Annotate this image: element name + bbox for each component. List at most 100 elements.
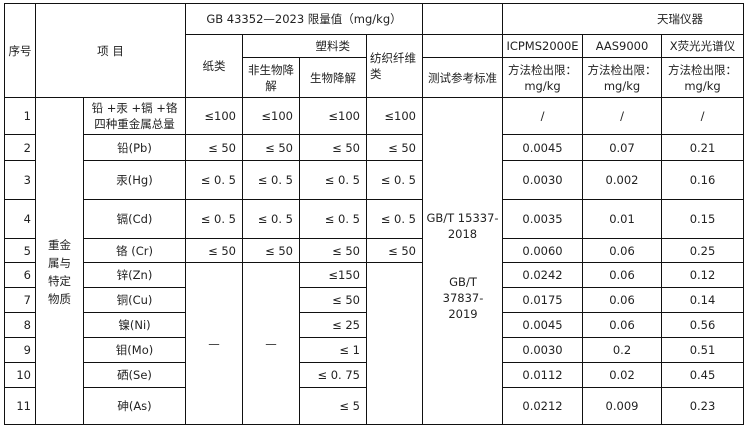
- aas-limit: 0.06: [582, 312, 662, 338]
- row-number: 5: [4, 238, 36, 263]
- aas-limit: 0.06: [582, 238, 662, 263]
- xrf-limit: 0.15: [661, 199, 744, 239]
- xrf-limit: 0.45: [661, 362, 744, 388]
- header-instrument-aas: AAS9000: [582, 34, 662, 58]
- aas-limit: 0.06: [582, 262, 662, 288]
- table-row: 8 镍(Ni) ≤ 25 0.0045 0.06 0.56: [4, 312, 744, 338]
- xrf-limit: 0.16: [661, 160, 744, 200]
- limit-bio: ≤100: [299, 97, 367, 135]
- limit-textile: ≤ 50: [366, 134, 423, 161]
- limit-bio: ≤ 0. 75: [299, 362, 367, 388]
- row-number: 3: [4, 160, 36, 200]
- limit-paper: ≤ 50: [185, 134, 243, 161]
- header-plastic: 塑料类: [242, 34, 367, 58]
- limit-paper: ≤100: [185, 97, 243, 135]
- header-blank: [422, 3, 503, 35]
- item-name: 锌(Zn): [83, 262, 186, 288]
- header-test-std: 测试参考标准: [422, 57, 503, 98]
- row-number: 4: [4, 199, 36, 239]
- header-bio: 生物降解: [299, 57, 367, 98]
- limit-textile: ≤ 0. 5: [366, 160, 423, 200]
- aas-limit: 0.009: [582, 387, 662, 425]
- aas-limit: /: [582, 97, 662, 135]
- item-name: 铅 +汞 +镉 +铬 四种重金属总量: [83, 97, 186, 135]
- table-row: 2 铅(Pb) ≤ 50 ≤ 50 ≤ 50 ≤ 50 0.0045 0.07 0.21: [4, 134, 744, 161]
- xrf-limit: 0.14: [661, 287, 744, 313]
- limit-non-bio: ≤ 0. 5: [242, 199, 300, 239]
- aas-limit: 0.07: [582, 134, 662, 161]
- item-name: 钼(Mo): [83, 337, 186, 363]
- header-non-bio: 非生物降解: [242, 57, 300, 98]
- limit-bio: ≤ 5: [299, 387, 367, 425]
- header-instrument-xrf: X荧光光谱仪: [661, 34, 744, 58]
- limit-bio: ≤ 25: [299, 312, 367, 338]
- header-blank: [422, 34, 503, 58]
- item-name: 铜(Cu): [83, 287, 186, 313]
- item-name: 铅(Pb): [83, 134, 186, 161]
- header-method-limit: 方法检出限：mg/kg: [502, 57, 583, 98]
- category-cell: 重金属与特定物质: [35, 97, 84, 425]
- xrf-limit: 0.25: [661, 238, 744, 263]
- standard-37837: GB/T 37837-2019: [442, 275, 484, 321]
- header-seq: 序号: [4, 3, 36, 98]
- xrf-limit: /: [661, 97, 744, 135]
- limit-bio: ≤ 50: [299, 287, 367, 313]
- category-label: 重金属与特定物质: [48, 238, 71, 306]
- xrf-limit: 0.51: [661, 337, 744, 363]
- limit-textile-blank: [366, 262, 423, 425]
- limit-paper: ≤ 0. 5: [185, 160, 243, 200]
- test-standards-cell: GB/T 15337-2018 GB/T 37837-2019: [422, 97, 503, 425]
- limit-non-bio-dash: —: [242, 262, 300, 425]
- icpms-limit: 0.0060: [502, 238, 583, 263]
- item-name: 硒(Se): [83, 362, 186, 388]
- row-number: 1: [4, 97, 36, 135]
- aas-limit: 0.002: [582, 160, 662, 200]
- limit-bio: ≤ 1: [299, 337, 367, 363]
- xrf-limit: 0.56: [661, 312, 744, 338]
- table-row: 10 硒(Se) ≤ 0. 75 0.0112 0.02 0.45: [4, 362, 744, 388]
- table-row: 6 锌(Zn) — — ≤150 0.0242 0.06 0.12: [4, 262, 744, 425]
- limit-bio: ≤ 50: [299, 134, 367, 161]
- limit-paper: ≤ 50: [185, 238, 243, 263]
- limit-non-bio: ≤ 50: [242, 238, 300, 263]
- limit-textile: ≤ 0. 5: [366, 199, 423, 239]
- limit-non-bio: ≤ 50: [242, 134, 300, 161]
- icpms-limit: /: [502, 97, 583, 135]
- table-row: 1 重金属与特定物质铅 +汞 +镉 +铬 四种重金属总量 ≤100 ≤100 ≤100 ≤…: [4, 97, 744, 425]
- aas-limit: 0.06: [582, 287, 662, 313]
- limit-paper-dash: —: [185, 262, 243, 425]
- heavy-metal-limit-table: 序号 项 目 GB 43352—2023 限量值（mg/kg） 天瑞仪器 纸类 …: [4, 3, 744, 425]
- xrf-limit: 0.21: [661, 134, 744, 161]
- xrf-limit: 0.23: [661, 387, 744, 425]
- icpms-limit: 0.0242: [502, 262, 583, 288]
- aas-limit: 0.2: [582, 337, 662, 363]
- icpms-limit: 0.0045: [502, 312, 583, 338]
- icpms-limit: 0.0175: [502, 287, 583, 313]
- standard-15337: GB/T 15337-2018: [426, 211, 499, 241]
- header-limit-title: GB 43352—2023 限量值（mg/kg）: [185, 3, 423, 35]
- table-row: 7 铜(Cu) ≤ 50 0.0175 0.06 0.14: [4, 287, 744, 313]
- row-number: 6: [4, 262, 36, 288]
- limit-textile: ≤100: [366, 97, 423, 135]
- table-row: 11 砷(As) ≤ 5 0.0212 0.009 0.23: [4, 387, 744, 425]
- item-name: 铬 (Cr): [83, 238, 186, 263]
- header-paper: 纸类: [185, 34, 243, 98]
- item-name: 汞(Hg): [83, 160, 186, 200]
- header-item: 项 目: [35, 3, 186, 98]
- limit-bio: ≤ 50: [299, 238, 367, 263]
- item-name: 砷(As): [83, 387, 186, 425]
- icpms-limit: 0.0045: [502, 134, 583, 161]
- table-row: 4 镉(Cd) ≤ 0. 5 ≤ 0. 5 ≤ 0. 5 ≤ 0. 5 0.0035 0.01…: [4, 199, 744, 239]
- item-name: 镉(Cd): [83, 199, 186, 239]
- row-number: 9: [4, 337, 36, 363]
- table-row: 3 汞(Hg) ≤ 0. 5 ≤ 0. 5 ≤ 0. 5 ≤ 0. 5 0.0030 0.00…: [4, 160, 744, 200]
- header-method-limit: 方法检出限：mg/kg: [661, 57, 744, 98]
- limit-bio: ≤ 0. 5: [299, 199, 367, 239]
- icpms-limit: 0.0035: [502, 199, 583, 239]
- limit-non-bio: ≤ 0. 5: [242, 160, 300, 200]
- header-method-limit: 方法检出限：mg/kg: [582, 57, 662, 98]
- icpms-limit: 0.0112: [502, 362, 583, 388]
- icpms-limit: 0.0030: [502, 337, 583, 363]
- icpms-limit: 0.0212: [502, 387, 583, 425]
